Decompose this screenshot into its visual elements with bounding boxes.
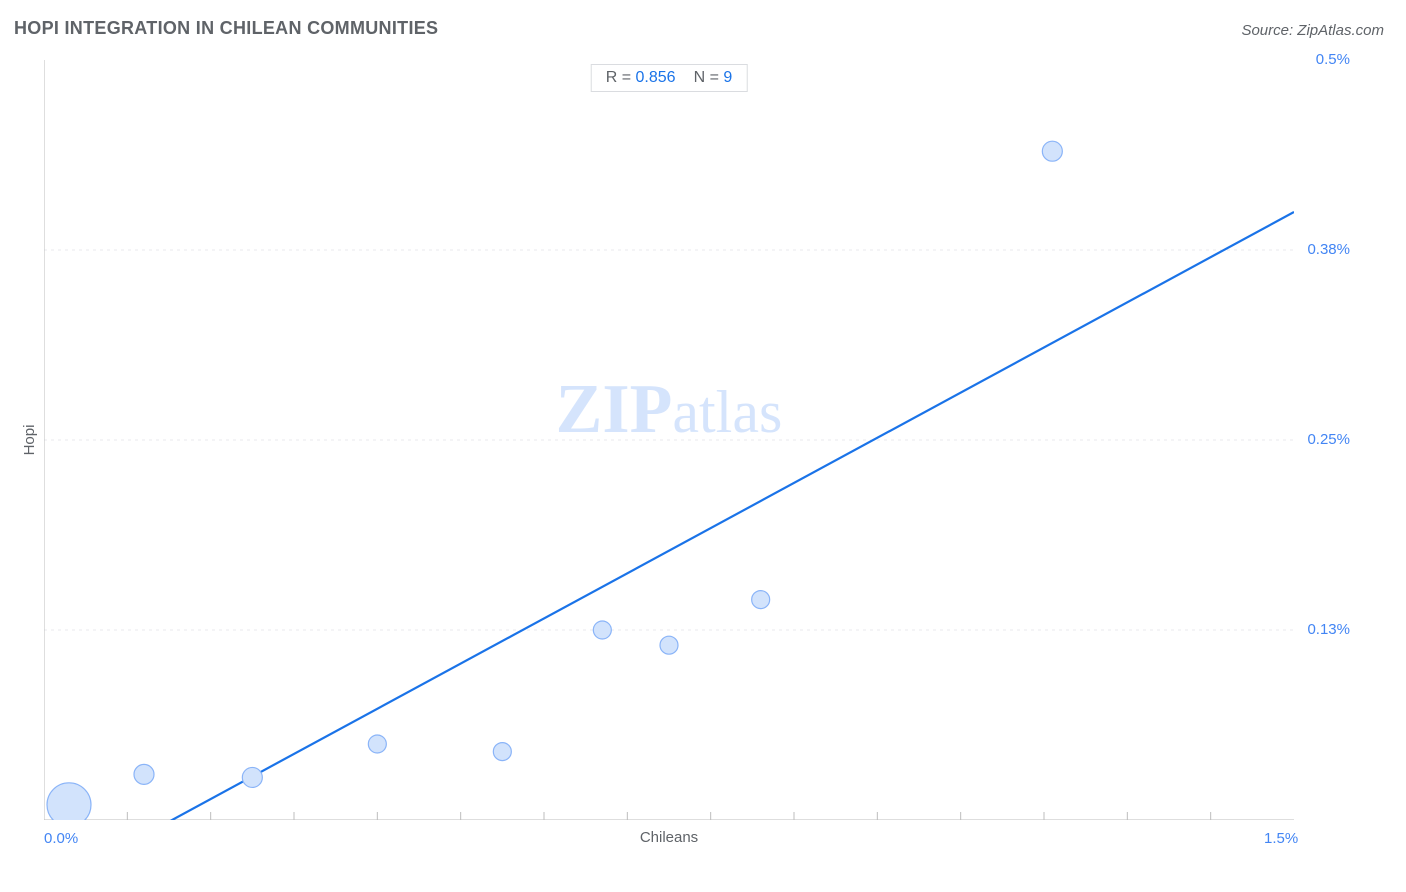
y-tick-label: 0.38% [1307, 241, 1350, 258]
data-point [242, 767, 262, 787]
data-point [593, 621, 611, 639]
data-point [1042, 141, 1062, 161]
data-point [368, 735, 386, 753]
y-tick-label: 0.5% [1316, 51, 1350, 68]
x-axis-label: Chileans [640, 829, 698, 846]
data-point [660, 636, 678, 654]
chart-area: R = 0.856 N = 9 ZIPatlas Hopi Chileans 0… [44, 60, 1294, 820]
chart-title: HOPI INTEGRATION IN CHILEAN COMMUNITIES [14, 18, 438, 39]
data-point [134, 764, 154, 784]
trendline [144, 212, 1294, 820]
data-point [493, 743, 511, 761]
data-point [47, 783, 91, 820]
data-point [752, 591, 770, 609]
source-label: Source: ZipAtlas.com [1241, 22, 1384, 39]
x-tick-label: 0.0% [44, 830, 78, 847]
y-tick-label: 0.25% [1307, 431, 1350, 448]
x-tick-label: 1.5% [1264, 830, 1298, 847]
y-tick-label: 0.13% [1307, 621, 1350, 638]
y-axis-label: Hopi [21, 425, 38, 456]
scatter-plot [44, 60, 1294, 820]
